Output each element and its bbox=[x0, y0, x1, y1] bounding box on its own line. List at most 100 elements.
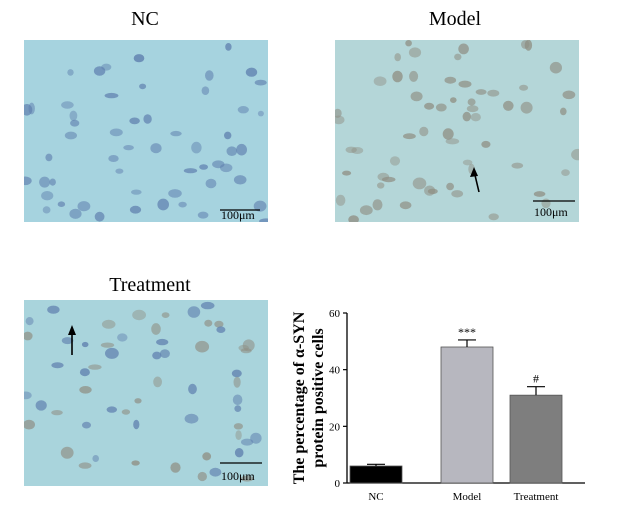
cell-nucleus bbox=[560, 107, 567, 116]
cell-nucleus bbox=[159, 349, 170, 358]
cell-nucleus bbox=[225, 43, 232, 51]
panel-title-treatment: Treatment bbox=[109, 274, 191, 296]
cell-nucleus bbox=[157, 198, 169, 211]
cell-nucleus bbox=[24, 176, 32, 186]
cell-nucleus bbox=[470, 113, 481, 122]
cell-nucleus bbox=[168, 189, 182, 198]
cell-nucleus bbox=[519, 84, 529, 91]
cell-nucleus bbox=[134, 398, 142, 404]
y-tick-label: 60 bbox=[329, 308, 341, 320]
cell-nucleus bbox=[41, 191, 54, 201]
micrograph-treatment: 100μm bbox=[24, 300, 268, 486]
cell-nucleus bbox=[156, 338, 169, 346]
cell-nucleus bbox=[392, 70, 403, 83]
cell-nucleus bbox=[520, 101, 533, 114]
panel-title-model: Model bbox=[428, 8, 482, 30]
cell-nucleus bbox=[394, 53, 401, 62]
cell-nucleus bbox=[408, 47, 422, 58]
cell-nucleus bbox=[511, 162, 524, 169]
cell-nucleus bbox=[152, 351, 162, 360]
x-tick-label: NC bbox=[368, 491, 383, 503]
cell-nucleus bbox=[115, 168, 124, 174]
cell-nucleus bbox=[209, 467, 222, 477]
micrograph-model: 100μm bbox=[335, 40, 579, 222]
cell-nucleus bbox=[39, 176, 51, 188]
cell-nucleus bbox=[571, 148, 579, 161]
cell-nucleus bbox=[488, 213, 499, 221]
cell-nucleus bbox=[445, 138, 460, 145]
cell-nucleus bbox=[104, 92, 119, 99]
cell-nucleus bbox=[257, 110, 264, 117]
scale-bar-label: 100μm bbox=[221, 208, 255, 222]
cell-nucleus bbox=[57, 201, 66, 207]
cell-nucleus bbox=[245, 67, 258, 77]
cell-nucleus bbox=[241, 438, 254, 446]
cell-nucleus bbox=[399, 201, 412, 210]
cell-nucleus bbox=[234, 405, 242, 412]
y-tick-label: 0 bbox=[335, 478, 341, 490]
x-tick-label: Model bbox=[453, 491, 482, 503]
cell-nucleus bbox=[183, 168, 198, 174]
cell-nucleus bbox=[109, 128, 123, 137]
cell-nucleus bbox=[467, 98, 476, 106]
chart-labels: 0 20 40 60 The percentage of α-SYN protein po… bbox=[291, 308, 558, 503]
cell-nucleus bbox=[88, 364, 102, 370]
cell-nucleus bbox=[131, 460, 140, 466]
cell-nucleus bbox=[69, 208, 82, 219]
cell-nucleus bbox=[233, 423, 243, 430]
cell-nucleus bbox=[129, 205, 142, 214]
cell-nucleus bbox=[462, 159, 473, 166]
cell-nucleus bbox=[381, 176, 396, 183]
cell-nucleus bbox=[458, 43, 469, 55]
cell-nucleus bbox=[64, 131, 77, 140]
cell-nucleus bbox=[197, 471, 207, 482]
cell-nucleus bbox=[242, 339, 255, 352]
cell-nucleus bbox=[466, 105, 479, 113]
micrograph-nc-image: 100μm bbox=[24, 40, 268, 222]
cell-nucleus bbox=[201, 86, 210, 95]
cell-nucleus bbox=[236, 143, 248, 156]
cell-nucleus bbox=[454, 53, 462, 61]
micrograph-nc: 100μm bbox=[24, 40, 268, 222]
cell-nucleus bbox=[220, 163, 233, 173]
cell-nucleus bbox=[214, 320, 224, 328]
cell-nucleus bbox=[202, 452, 212, 461]
cell-nucleus bbox=[133, 419, 140, 430]
cell-nucleus bbox=[61, 101, 74, 109]
cell-nucleus bbox=[170, 462, 181, 473]
cell-nucleus bbox=[359, 205, 373, 216]
cell-nucleus bbox=[462, 111, 471, 122]
cell-nucleus bbox=[191, 141, 202, 154]
cell-nucleus bbox=[205, 178, 217, 189]
cell-nucleus bbox=[521, 40, 530, 49]
chart-bars bbox=[349, 339, 563, 484]
cell-nucleus bbox=[405, 40, 412, 47]
cell-nucleus bbox=[373, 76, 387, 86]
cell-nucleus bbox=[561, 169, 570, 177]
cell-nucleus bbox=[409, 70, 419, 82]
cell-nucleus bbox=[139, 83, 147, 90]
cell-nucleus bbox=[348, 215, 359, 222]
cell-nucleus bbox=[132, 309, 146, 321]
cell-nucleus bbox=[69, 110, 78, 122]
cell-nucleus bbox=[81, 341, 89, 348]
cell-nucleus bbox=[487, 89, 500, 97]
cell-nucleus bbox=[123, 145, 134, 151]
panel-title-nc: NC bbox=[131, 8, 159, 30]
cell-nucleus bbox=[184, 413, 199, 424]
cell-nucleus bbox=[549, 61, 562, 74]
y-axis-label-line2: protein positive cells bbox=[310, 328, 327, 467]
cell-nucleus bbox=[442, 128, 454, 140]
cell-nucleus bbox=[204, 319, 213, 327]
cell-nucleus bbox=[250, 432, 262, 444]
cell-nucleus bbox=[94, 211, 105, 222]
cell-nucleus bbox=[195, 340, 210, 353]
bar-treatment bbox=[509, 394, 563, 484]
cell-nucleus bbox=[335, 108, 342, 118]
cell-nucleus bbox=[562, 90, 576, 100]
cell-nucleus bbox=[435, 103, 447, 112]
y-tick-label: 40 bbox=[329, 365, 341, 377]
cell-nucleus bbox=[410, 91, 423, 102]
arrow-icon bbox=[470, 167, 480, 193]
cell-nucleus bbox=[70, 119, 80, 127]
